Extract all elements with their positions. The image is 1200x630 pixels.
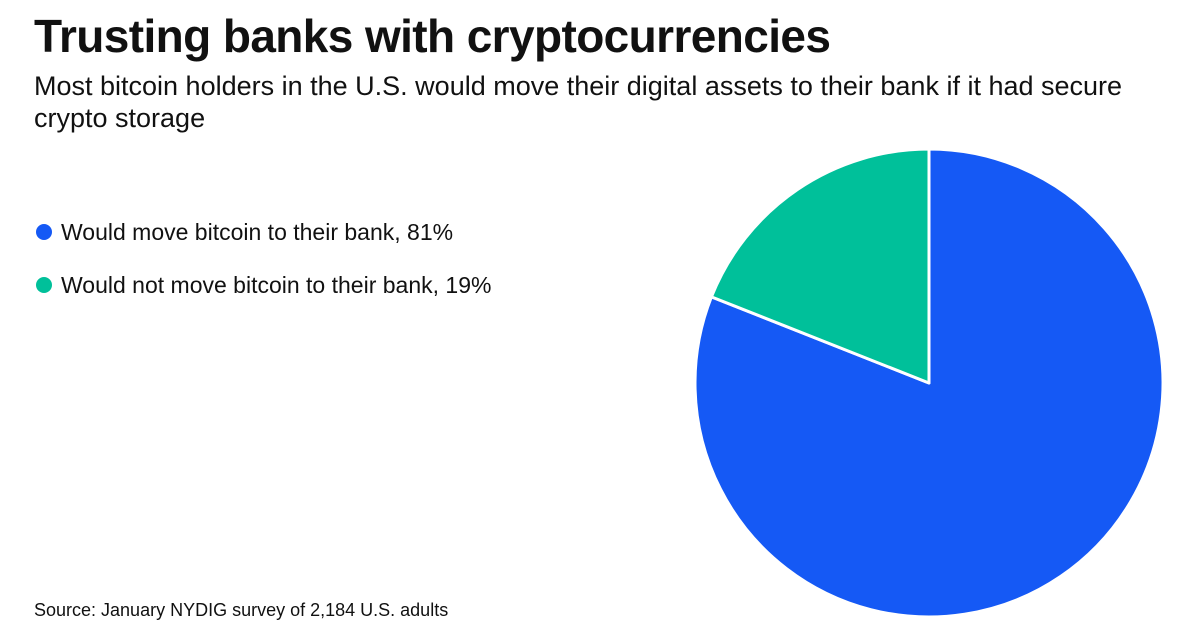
chart-title: Trusting banks with cryptocurrencies [34,10,831,62]
source-note: Source: January NYDIG survey of 2,184 U.… [34,600,449,620]
legend-swatch-not-move [36,277,52,293]
legend-label-not-move: Would not move bitcoin to their bank, 19… [61,271,492,298]
pie-slice-move [693,147,1165,619]
legend: Would move bitcoin to their bank, 81% Wo… [36,216,491,322]
chart-subtitle: Most bitcoin holders in the U.S. would m… [34,71,1123,133]
pie-slice-not-move [709,147,931,385]
legend-label-move: Would move bitcoin to their bank, 81% [61,218,454,245]
legend-swatch-move [36,224,52,240]
legend-item-not-move: Would not move bitcoin to their bank, 19… [36,269,491,301]
legend-item-move: Would move bitcoin to their bank, 81% [36,216,491,248]
pie-slices [693,147,1165,619]
